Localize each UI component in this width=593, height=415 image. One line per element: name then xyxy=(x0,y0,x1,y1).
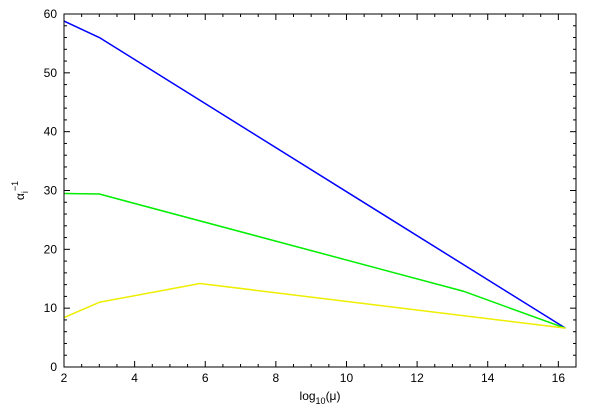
y-tick-label: 0 xyxy=(50,360,57,374)
y-tick-label: 20 xyxy=(44,242,58,256)
y-axis-label-superscript: −1 xyxy=(10,181,20,191)
x-axis-label-base: log xyxy=(300,389,316,403)
x-tick-label: 6 xyxy=(202,371,209,385)
x-tick-label: 4 xyxy=(131,371,138,385)
y-tick-label: 10 xyxy=(44,301,58,315)
series-line-1 xyxy=(63,20,566,329)
y-axis-label-base: α xyxy=(13,193,27,200)
series-layer xyxy=(63,20,566,329)
x-tick-label: 2 xyxy=(61,371,68,385)
x-axis-label: log10(μ) xyxy=(300,389,341,406)
labels-layer: 2 4 6 8 10 12 14 16 0 10 20 30 40 50 60 xyxy=(44,7,566,385)
plot-frame xyxy=(63,13,577,368)
y-tick-label: 40 xyxy=(44,125,58,139)
x-axis-label-argument: (μ) xyxy=(326,389,341,403)
y-tick-label: 60 xyxy=(44,7,58,21)
x-tick-label: 12 xyxy=(410,371,424,385)
x-tick-label: 14 xyxy=(481,371,495,385)
y-tick-label: 30 xyxy=(44,184,58,198)
y-tick-label: 50 xyxy=(44,66,58,80)
series-line-2 xyxy=(63,192,566,329)
x-tick-label: 8 xyxy=(273,371,280,385)
x-axis-label-subscript: 10 xyxy=(316,396,326,406)
ticks-layer xyxy=(63,13,577,368)
series-line-3 xyxy=(63,282,566,329)
x-tick-label: 16 xyxy=(552,371,566,385)
y-axis-label-subscript: i xyxy=(20,191,30,193)
x-tick-label: 10 xyxy=(340,371,354,385)
y-axis-label: αi−1 xyxy=(10,181,30,200)
